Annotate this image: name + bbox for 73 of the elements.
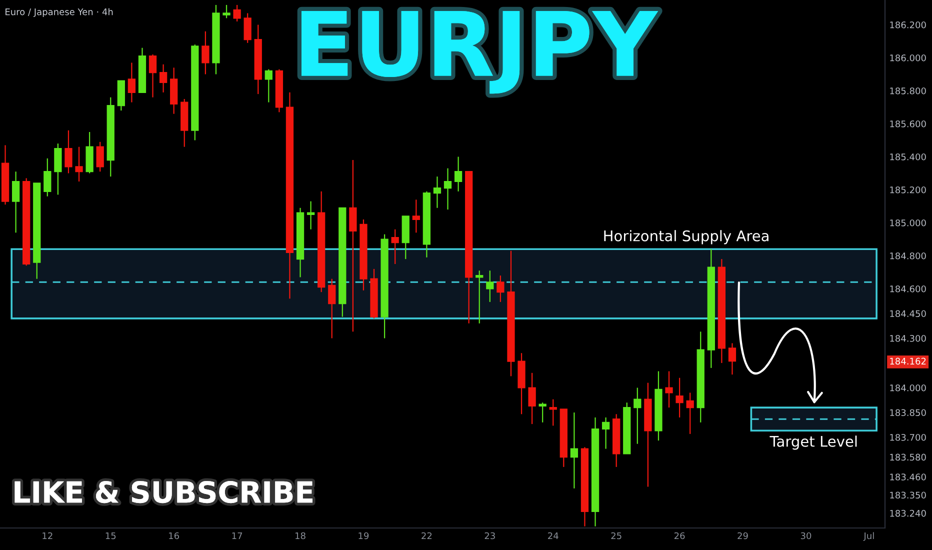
x-tick-label: 16 — [169, 532, 180, 540]
x-tick-label: 15 — [106, 532, 116, 540]
candlestick — [634, 387, 642, 444]
candlestick — [528, 372, 536, 425]
candlestick — [44, 158, 52, 197]
x-tick-label: Jul — [863, 532, 874, 541]
x-tick-label: 29 — [738, 532, 748, 540]
x-tick-label: 19 — [358, 532, 369, 540]
candlestick — [538, 402, 546, 423]
candlestick — [444, 168, 452, 210]
candlestick — [349, 159, 357, 332]
candlestick — [75, 146, 83, 182]
candlestick — [222, 4, 230, 19]
candlestick — [64, 130, 72, 174]
candlestick — [602, 416, 610, 450]
y-tick-label: 184.800 — [890, 252, 926, 260]
x-tick-label: 22 — [422, 532, 432, 540]
y-tick-label: 185.600 — [890, 120, 926, 128]
candlestick — [433, 176, 442, 208]
text: Euro / Japanese Yen · 4h — [6, 8, 113, 17]
band-label: Horizontal Supply Area — [604, 230, 768, 244]
x-tick-label: 25 — [611, 532, 622, 540]
candlestick — [306, 200, 315, 230]
x-tick-label: 12 — [42, 532, 52, 540]
y-tick-label: 183.240 — [890, 510, 926, 517]
candlestick — [244, 12, 252, 44]
x-tick-label: 18 — [296, 532, 306, 540]
y-tick-label: 185.800 — [890, 87, 926, 94]
candlestick — [233, 4, 241, 22]
candlestick — [412, 199, 420, 234]
y-tick-label: 185.400 — [890, 153, 926, 160]
band-label: Target Level — [770, 436, 857, 450]
candlestick — [486, 270, 494, 303]
candlestick — [676, 377, 684, 418]
candlestick — [148, 54, 157, 98]
y-tick-label: 184.600 — [890, 285, 926, 292]
candlestick — [12, 171, 20, 234]
candlestick — [728, 342, 736, 376]
candlestick — [159, 64, 168, 93]
y-tick-label: 186.000 — [890, 54, 926, 62]
candlestick — [454, 156, 462, 192]
y-tick-label: 185.200 — [890, 186, 926, 194]
y-tick-label: 184.000 — [890, 384, 926, 392]
candlestick — [570, 412, 578, 489]
y-tick-label: 186.200 — [890, 21, 926, 28]
x-tick-label: 24 — [548, 532, 558, 540]
y-tick-label: 183.460 — [890, 474, 926, 480]
y-tick-label: 183.580 — [890, 454, 926, 461]
y-tick-label: 183.850 — [890, 409, 926, 416]
x-tick-label: 26 — [674, 532, 685, 540]
candlestick — [54, 142, 62, 196]
annotation: LIKE & SUBSCRIBE — [14, 481, 312, 504]
candlestick — [496, 274, 504, 303]
candlestick — [549, 398, 557, 426]
x-tick-label: 23 — [484, 532, 495, 540]
y-tick-label: 183.350 — [890, 492, 926, 499]
candlestick — [665, 370, 673, 408]
candlestick — [328, 278, 336, 339]
candlestick — [128, 62, 136, 103]
candlestick — [686, 392, 694, 435]
y-tick-label: 183.700 — [890, 434, 926, 441]
candlestick — [264, 68, 272, 103]
y-tick-label: 184.450 — [890, 310, 926, 318]
x-tick-label: 30 — [800, 532, 812, 540]
candlestick — [476, 270, 484, 324]
y-tick-label: 185.000 — [890, 219, 926, 226]
candlestick — [96, 141, 104, 172]
candlestick — [391, 228, 399, 265]
chart-title: EURJPY — [302, 10, 658, 94]
x-tick-label: 17 — [232, 532, 242, 540]
candlestick — [202, 30, 210, 75]
y-tick-label: 184.300 — [890, 334, 926, 342]
y-tick-label: 184.162 — [890, 358, 926, 365]
